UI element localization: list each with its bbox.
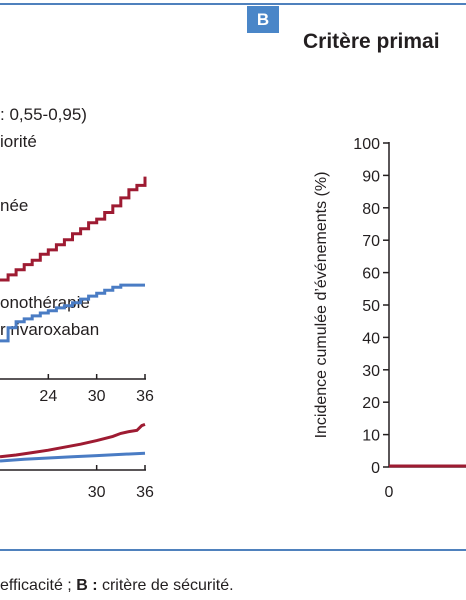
bottom-rule	[0, 549, 466, 551]
panel-b-x-tick-label: 0	[385, 484, 394, 501]
panel-b-y-tick-label: 20	[362, 395, 380, 412]
panel-b-y-tick-label: 0	[371, 460, 380, 477]
panel-b-y-tick-label: 30	[362, 363, 380, 380]
inset-x-tick-label: 36	[136, 484, 154, 501]
panel-b-y-axis-label: Incidence cumulée d’événements (%)	[313, 172, 330, 439]
panel-b-y-tick-label: 100	[353, 136, 380, 153]
blue-series-label-line2: r rivaroxaban	[0, 320, 100, 339]
panel-a-x-tick-label: 30	[88, 388, 106, 405]
panel-b-y-tick-label: 90	[362, 168, 380, 185]
caption-label-b: B :	[76, 577, 98, 594]
panel-b-y-tick-label: 10	[362, 428, 380, 445]
panel-b-badge: B	[247, 6, 279, 33]
panel-b-y-tick-label: 80	[362, 201, 380, 218]
blue-series-label-line1: onothérapie	[0, 293, 90, 312]
hazard-ratio-annotation: : 0,55-0,95)	[0, 105, 87, 124]
panel-a-x-tick-label: 36	[136, 388, 154, 405]
panel-b-y-tick-label: 40	[362, 330, 380, 347]
caption-part1: efficacité ;	[0, 577, 77, 594]
red-series-label: née	[0, 196, 29, 215]
figure-caption: efficacité ; B : critère de sécurité.	[0, 577, 234, 595]
panel-a-series-red-line	[0, 176, 147, 282]
panel-a-x-tick-label: 24	[39, 388, 57, 405]
inset-x-tick-label: 30	[88, 484, 106, 501]
inset-series-blue-line	[0, 451, 146, 463]
caption-part2: critère de sécurité.	[97, 577, 234, 594]
panel-a-series-blue-line	[0, 283, 145, 343]
panel-b-y-tick-label: 70	[362, 233, 380, 250]
panel-b-y-tick-label: 60	[362, 266, 380, 283]
superiority-annotation: iorité	[0, 132, 37, 151]
inset-series-red-line	[0, 422, 146, 459]
panel-b-y-tick-label: 50	[362, 298, 380, 315]
top-rule	[0, 3, 466, 5]
panel-b-title: Critère primai	[303, 30, 440, 53]
